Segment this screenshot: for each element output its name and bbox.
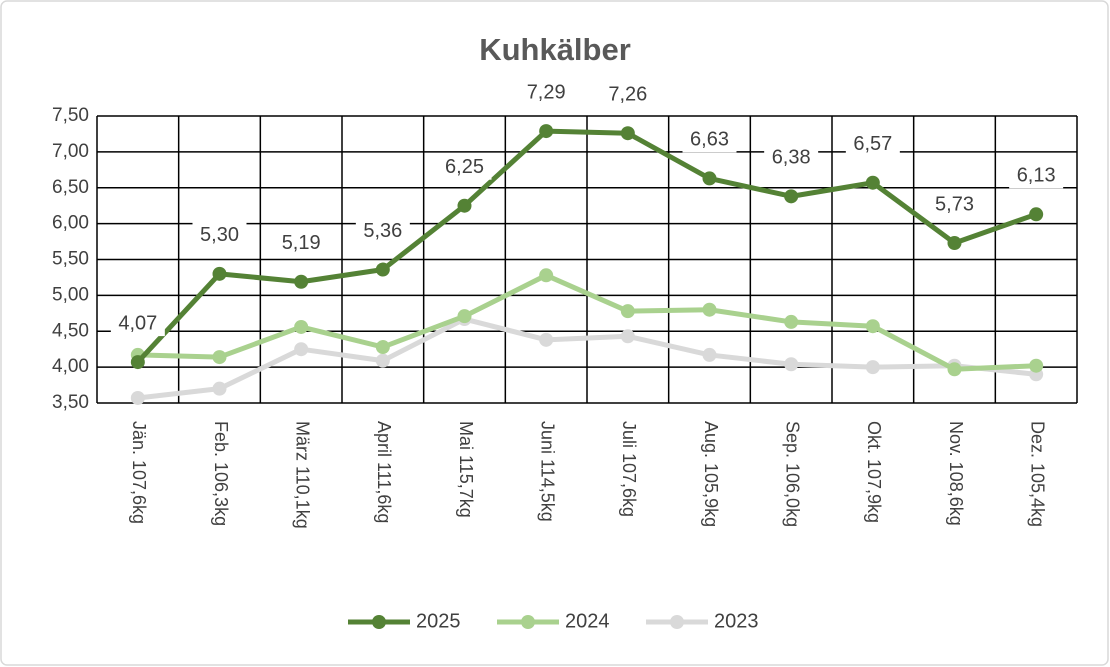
point (212, 381, 227, 396)
y-tick-label: 6,50 (52, 177, 89, 198)
point (212, 350, 227, 365)
point (457, 198, 472, 213)
point (784, 314, 799, 329)
point (130, 355, 145, 370)
data-label: 5,30 (200, 224, 239, 246)
data-label: 4,07 (118, 312, 157, 334)
point (375, 353, 390, 368)
point (130, 390, 145, 405)
x-tick-label: Juli 107,6kg (619, 421, 639, 517)
y-tick-label: 4,50 (52, 320, 89, 341)
data-label: 7,26 (608, 84, 647, 106)
data-label-bg (927, 190, 982, 217)
data-label: 6,63 (690, 129, 729, 151)
data-label: 7,29 (527, 81, 566, 103)
point (784, 189, 799, 204)
y-tick-label: 7,50 (52, 105, 89, 126)
data-label-bg (682, 126, 737, 153)
point (294, 274, 309, 289)
point (947, 362, 962, 377)
x-tick-label: Sep. 106,0kg (782, 421, 802, 527)
point (702, 347, 717, 362)
point (294, 319, 309, 334)
y-tick-label: 3,50 (52, 392, 89, 413)
legend-label: 2025 (416, 610, 461, 632)
point (620, 304, 635, 319)
point (539, 332, 554, 347)
x-tick-label: Feb. 106,3kg (211, 421, 231, 526)
data-label: 5,36 (363, 220, 402, 242)
series-line (137, 316, 1037, 401)
series-line (135, 128, 1037, 364)
x-tick-label: Jän. 107,6kg (129, 421, 149, 524)
y-tick-label: 5,00 (52, 284, 89, 305)
data-label-bg (1009, 162, 1064, 189)
point (539, 268, 554, 283)
point (375, 262, 390, 277)
x-tick-label: Mai 115,7kg (456, 421, 476, 518)
x-tick-label: Juni 114,5kg (537, 421, 557, 522)
data-label: 6,57 (853, 133, 892, 155)
point (1029, 207, 1044, 222)
y-tick-label: 7,00 (52, 141, 89, 162)
legend-label: 2024 (565, 610, 610, 632)
y-tick-label: 6,00 (52, 213, 89, 234)
point (865, 175, 880, 190)
y-tick-label: 4,00 (52, 356, 89, 377)
point (865, 319, 880, 334)
point (702, 171, 717, 186)
point (620, 126, 635, 141)
data-label-bg (600, 81, 655, 108)
point (539, 124, 554, 139)
point (294, 342, 309, 357)
point (784, 357, 799, 372)
point (1029, 358, 1044, 373)
data-label: 6,38 (772, 147, 811, 169)
series-line (137, 272, 1037, 372)
legend-label: 2023 (714, 610, 759, 632)
legend-marker (521, 615, 535, 629)
data-label-bg (192, 221, 247, 248)
data-label-bg (764, 144, 819, 171)
data-label-bg (110, 310, 165, 337)
data-label: 6,25 (445, 156, 484, 178)
point (212, 266, 227, 281)
data-label: 5,73 (935, 193, 974, 215)
x-tick-label: Aug. 105,9kg (701, 421, 721, 527)
x-tick-label: Nov. 108,6kg (946, 421, 966, 526)
data-label-bg (355, 217, 410, 244)
legend-marker (372, 615, 386, 629)
data-label: 5,19 (282, 232, 321, 254)
chart-title: Kuhkälber (479, 32, 631, 67)
point (947, 235, 962, 250)
data-label-bg (274, 229, 329, 256)
y-tick-label: 5,50 (52, 249, 89, 270)
point (620, 329, 635, 344)
x-tick-label: Okt. 107,9kg (864, 421, 884, 523)
x-tick-label: März 110,1kg (292, 421, 312, 529)
point (375, 340, 390, 355)
data-label-bg (519, 79, 574, 106)
point (457, 309, 472, 324)
data-label-bg (437, 153, 492, 180)
data-label: 6,13 (1017, 165, 1056, 187)
data-label-bg (845, 130, 900, 157)
x-tick-label: Dez. 105,4kg (1027, 421, 1047, 527)
point (865, 360, 880, 375)
x-tick-label: April 111,6kg (374, 421, 394, 523)
legend-marker (670, 615, 684, 629)
point (702, 302, 717, 317)
